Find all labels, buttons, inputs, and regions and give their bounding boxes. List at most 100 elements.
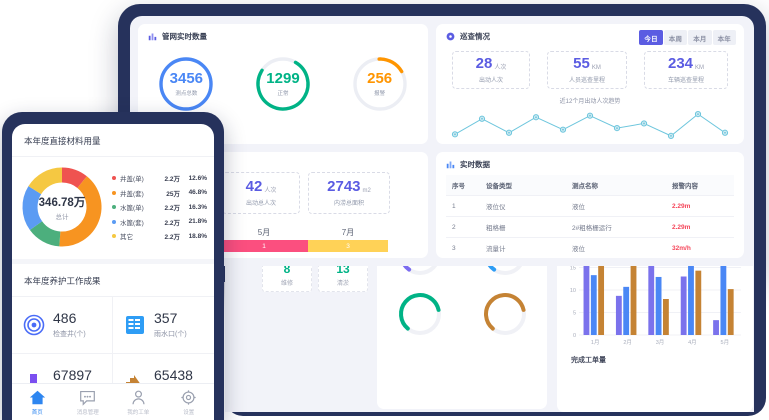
kpi-value: 486 (53, 310, 77, 326)
dashboard-upper-surface: 管网实时数量 3456 测点总数 1299 (130, 16, 754, 266)
stat-value: 8 (283, 262, 291, 276)
material-usage-title: 本年度直接材料用量 (12, 124, 214, 157)
legend-value: 2.2万 (164, 219, 180, 227)
home-icon (29, 390, 45, 404)
legend-value: 25万 (166, 190, 180, 198)
legend-dot (112, 219, 116, 224)
metric-value: 234 (667, 55, 694, 72)
donut-center-label: 总计 (55, 213, 69, 221)
metric-box-flood-area: 2743 m2 内涝总面积 (308, 172, 390, 214)
legend-dot (112, 205, 116, 209)
metric-label: 内涝总面积 (333, 201, 364, 207)
legend-percent: 12.6% (188, 174, 207, 182)
metric-value: 42 (245, 178, 263, 195)
ring-label: 测点总数 (175, 90, 198, 97)
nav-item-orders[interactable]: 我的工单 (113, 389, 164, 416)
metric-box-total-dispatch: 42 人次 出动总人次 (222, 172, 300, 214)
legend-value: 2.2万 (164, 234, 180, 241)
chart-subtitle-completed: 完成工单量 (571, 357, 606, 364)
svg-text:0: 0 (573, 333, 576, 339)
nav-item-settings[interactable]: 设置 (164, 389, 215, 416)
table-row[interactable]: 3 流量计 液位 32m/h (446, 237, 734, 258)
nav-item-home[interactable]: 首页 (12, 389, 63, 416)
legend-label: 水篦(套) (120, 219, 144, 227)
metric-unit: 人次 (264, 188, 277, 194)
realtime-data-card: 实时数据 序号 设备类型 测点名称 报警内容 1 液位仪 液位 2.29m (436, 152, 744, 258)
table-row[interactable]: 1 液位仪 液位 2.29m (446, 195, 734, 217)
alarm-card-title: 管网实时数量 (162, 32, 207, 41)
grate-icon (126, 316, 144, 334)
table-header-row: 序号 设备类型 测点名称 报警内容 (446, 175, 734, 196)
month-bar-2: 1 (220, 240, 308, 252)
material-legend: 井盖(单) 2.2万 12.6% 井盖(套) 25万 46.8% 水篦(单) 2… (112, 173, 207, 241)
material-donut-chart: 346.78万 总计 (20, 165, 104, 249)
phone-screen: 本年度直接材料用量 346.78万 总计 井盖(单) 2.2万 12.6% 井盖… (12, 124, 214, 420)
svg-text:1月: 1月 (591, 339, 600, 346)
patrol-card-tabs[interactable]: 今日 本周 本月 本年 (638, 30, 736, 45)
legend-label: 井盖(套) (120, 190, 144, 198)
legend-item: 水篦(套) 2.2万 21.8% (112, 217, 207, 227)
metric-unit: m2 (362, 188, 371, 194)
compass-icon (446, 32, 455, 41)
gear-icon (181, 389, 196, 405)
trend-chart-title: 近12个月出动人次趋势 (559, 99, 621, 105)
tab-week[interactable]: 本周 (663, 30, 688, 45)
kpi-rain-inlet[interactable]: 357 雨水口(个) (113, 297, 214, 353)
kpi-manhole[interactable]: 486 检查井(个) (12, 297, 113, 353)
realtime-table-title: 实时数据 (460, 160, 490, 169)
gauge-extra-2 (482, 291, 528, 337)
ring-value: 1299 (266, 70, 300, 88)
svg-text:15: 15 (570, 266, 576, 272)
kpi-value: 357 (154, 310, 178, 326)
table-row[interactable]: 2 粗格栅 2#粗格栅运行 2.29m (446, 216, 734, 238)
metric-value: 55 (573, 55, 590, 72)
col-alarm-content: 报警内容 (666, 175, 734, 196)
legend-item: 井盖(套) 25万 46.8% (112, 188, 207, 198)
tab-today[interactable]: 今日 (639, 30, 663, 45)
cell-alarm-content: 2.29m (666, 216, 734, 238)
cell-point-name: 2#粗格栅运行 (566, 216, 666, 238)
metric-box-vehicle-distance: 234 KM 车辆巡查里程 (644, 51, 728, 89)
nav-label: 首页 (31, 409, 43, 416)
phone-bottom-nav[interactable]: 首页 消息管理 我的工单 设置 (12, 383, 214, 420)
ring-label: 报警 (374, 90, 386, 97)
card-header: 管网实时数量 (138, 24, 428, 47)
metric-label: 出动人次 (478, 78, 503, 84)
kpi-label: 雨水口(个) (154, 331, 187, 338)
bar-chart-icon (148, 33, 157, 41)
ring-value: 3456 (169, 70, 204, 88)
legend-value: 2.2万 (164, 176, 180, 183)
stat-value: 13 (336, 262, 350, 276)
metric-unit: KM (695, 65, 705, 71)
kpi-value: 65438 (154, 367, 193, 383)
stat-label: 维修 (280, 281, 293, 287)
cell-device-type: 粗格栅 (480, 216, 566, 238)
metric-unit: 人次 (494, 65, 507, 71)
svg-text:2月: 2月 (623, 339, 632, 346)
cell-index: 1 (446, 195, 480, 217)
month-label-2: 5月 (257, 228, 271, 237)
ring-alarm: 256 报警 (351, 55, 409, 113)
section-divider (12, 259, 214, 264)
stat-label: 清淤 (336, 281, 349, 287)
metric-box-staff-distance: 55 KM 人员巡查里程 (547, 51, 627, 89)
chat-icon (80, 390, 96, 406)
metric-unit: KM (591, 65, 601, 71)
metric-value: 28 (475, 55, 493, 72)
tab-month[interactable]: 本月 (688, 30, 712, 45)
legend-value: 2.2万 (164, 205, 180, 212)
metric-label: 人员巡查里程 (568, 78, 605, 84)
col-point-name: 测点名称 (566, 175, 666, 196)
month-rank: 1 (262, 242, 266, 250)
col-index: 序号 (446, 175, 480, 196)
tab-year[interactable]: 本年 (712, 30, 736, 45)
kpi-label: 检查井(个) (53, 331, 86, 338)
month-rank: 3 (346, 242, 350, 250)
legend-item: 水篦(单) 2.2万 16.3% (112, 202, 207, 212)
legend-item: 其它 2.2万 18.8% (112, 231, 207, 241)
nav-label: 消息管理 (76, 409, 99, 416)
metric-box-dispatch-count: 28 人次 出动人次 (452, 51, 530, 89)
legend-percent: 18.8% (188, 232, 207, 240)
card-header: 实时数据 (436, 152, 744, 175)
nav-item-messages[interactable]: 消息管理 (63, 389, 114, 416)
